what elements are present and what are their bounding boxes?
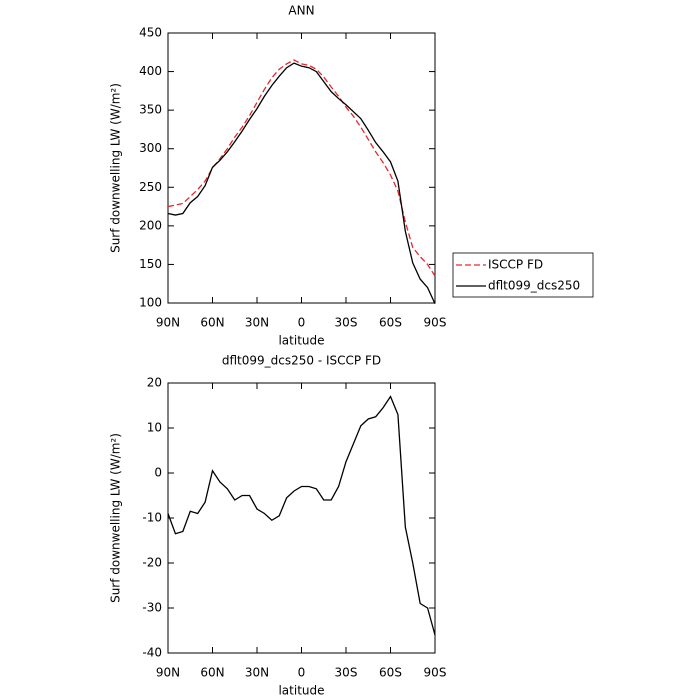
data-line	[167, 395, 436, 636]
plot-frame	[167, 382, 436, 654]
x-tick-label: 30S	[335, 316, 358, 330]
y-axis-label: Surf downwelling LW (W/m²)	[109, 433, 123, 603]
y-tick-label: -30	[142, 601, 162, 615]
y-axis-label: Surf downwelling LW (W/m²)	[109, 83, 123, 253]
x-tick-label: 0	[298, 666, 306, 680]
y-tick-label: -20	[142, 556, 162, 570]
x-tick-label: 0	[298, 316, 306, 330]
legend-label: dflt099_dcs250	[488, 279, 580, 293]
chart-title: dflt099_dcs250 - ISCCP FD	[222, 354, 381, 368]
y-tick-label: 100	[139, 296, 162, 310]
x-axis-label: latitude	[278, 334, 324, 348]
y-tick-label: 150	[139, 257, 162, 271]
y-tick-label: 300	[139, 141, 162, 155]
x-tick-label: 30S	[335, 666, 358, 680]
plot-frame	[167, 32, 436, 304]
y-tick-label: 350	[139, 103, 162, 117]
legend-label: ISCCP FD	[488, 258, 543, 272]
x-tick-label: 60S	[379, 666, 402, 680]
x-tick-label: 90N	[156, 666, 180, 680]
x-tick-label: 90S	[424, 316, 447, 330]
x-tick-label: 90N	[156, 316, 180, 330]
y-tick-label: 250	[139, 180, 162, 194]
y-tick-label: 10	[147, 421, 162, 435]
y-tick-label: 0	[154, 466, 162, 480]
y-tick-label: 400	[139, 64, 162, 78]
y-tick-label: -10	[142, 511, 162, 525]
y-tick-label: -40	[142, 646, 162, 660]
chart-title: ANN	[288, 4, 314, 18]
x-tick-label: 90S	[424, 666, 447, 680]
x-tick-label: 30N	[245, 316, 269, 330]
y-tick-label: 200	[139, 218, 162, 232]
data-line	[167, 62, 436, 305]
x-tick-label: 60N	[200, 666, 224, 680]
y-tick-label: 450	[139, 26, 162, 40]
legend-box	[452, 252, 594, 298]
x-tick-label: 30N	[245, 666, 269, 680]
y-tick-label: 20	[147, 376, 162, 390]
x-tick-label: 60S	[379, 316, 402, 330]
data-line	[167, 59, 436, 277]
x-axis-label: latitude	[278, 684, 324, 698]
x-tick-label: 60N	[200, 316, 224, 330]
